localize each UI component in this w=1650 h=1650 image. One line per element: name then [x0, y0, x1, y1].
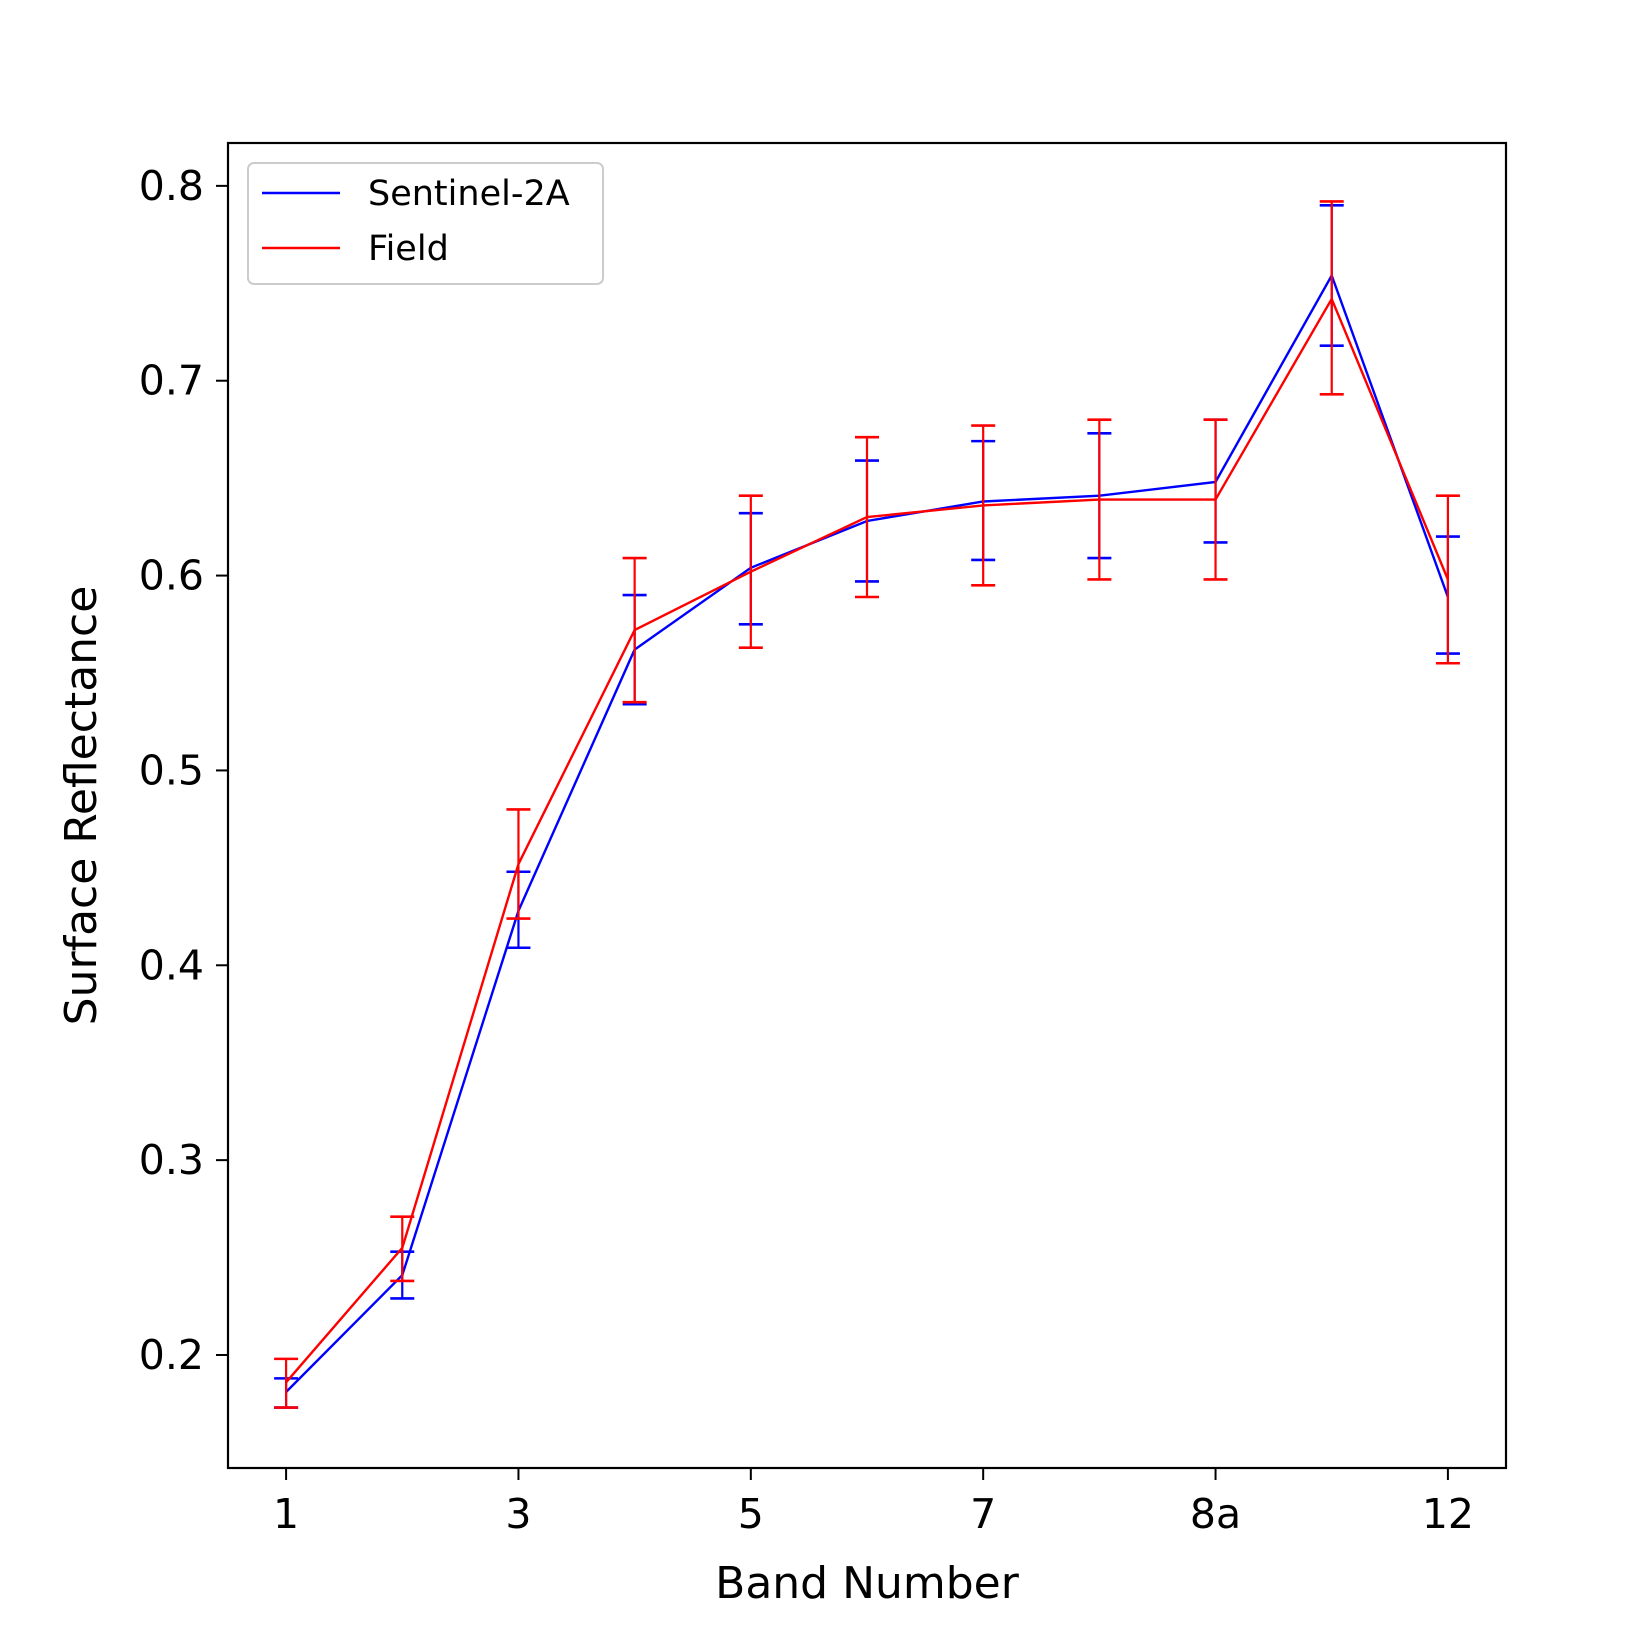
x-tick-label: 8a [1190, 1490, 1241, 1538]
x-tick-label: 5 [738, 1490, 764, 1538]
y-axis-label: Surface Reflectance [56, 586, 107, 1026]
x-tick-label: 1 [273, 1490, 299, 1538]
y-tick-label: 0.3 [139, 1136, 204, 1184]
x-tick-label: 3 [505, 1490, 531, 1538]
plot-marks [274, 200, 1460, 1409]
x-axis-label: Band Number [715, 1558, 1020, 1609]
y-tick-label: 0.6 [139, 552, 204, 600]
y-axis: 0.2 0.3 0.4 0.5 0.6 0.7 0.8 [139, 162, 228, 1379]
y-tick-label: 0.7 [139, 357, 204, 405]
y-tick-label: 0.5 [139, 746, 204, 794]
y-tick-label: 0.4 [139, 941, 204, 989]
series-1 [274, 200, 1460, 1409]
x-tick-label: 7 [970, 1490, 996, 1538]
series-line [285, 296, 1450, 1384]
legend: Sentinel-2A Field [247, 162, 604, 285]
y-tick-label: 0.2 [139, 1331, 204, 1379]
x-axis: 1 3 5 7 8a 12 [273, 1468, 1474, 1538]
legend-label: Field [368, 229, 449, 269]
x-tick-label: 12 [1422, 1490, 1474, 1538]
y-tick-label: 0.8 [139, 162, 204, 210]
plot-frame [226, 141, 1508, 1470]
legend-label: Sentinel-2A [368, 174, 570, 214]
